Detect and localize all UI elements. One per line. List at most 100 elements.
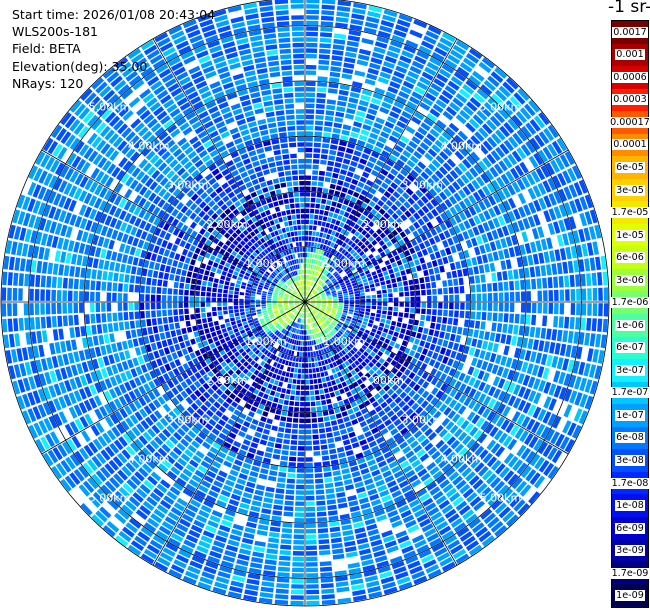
range-gate (362, 473, 372, 480)
range-gate (79, 279, 85, 290)
range-gate (367, 263, 374, 269)
range-gate (592, 303, 598, 317)
range-gate (239, 305, 244, 309)
range-gate (465, 258, 472, 267)
range-gate (489, 332, 496, 342)
range-gate (279, 421, 286, 427)
range-gate (277, 432, 284, 438)
range-gate (435, 439, 445, 449)
range-gate (310, 304, 315, 307)
range-gate (338, 345, 343, 351)
range-gate (68, 315, 74, 326)
range-gate (411, 357, 418, 365)
range-gate (49, 342, 56, 355)
range-gate (350, 401, 357, 408)
range-gate (476, 235, 483, 245)
range-gate (321, 599, 336, 605)
range-gate (247, 516, 258, 523)
range-gate (350, 86, 362, 93)
range-gate (389, 515, 401, 523)
range-gate (113, 439, 124, 451)
range-gate (391, 34, 405, 43)
range-gate (145, 443, 156, 454)
range-gate (368, 376, 375, 383)
range-gate (353, 393, 360, 400)
range-gate (363, 257, 370, 263)
range-gate (400, 382, 408, 390)
range-gate (296, 323, 299, 329)
range-gate (212, 586, 227, 595)
range-gate (280, 544, 292, 550)
range-gate (360, 129, 370, 136)
range-gate (480, 274, 486, 283)
range-gate (62, 441, 73, 455)
range-gate (388, 293, 393, 298)
range-gate (476, 255, 483, 265)
range-gate (99, 506, 112, 519)
range-gate (396, 95, 407, 105)
range-gate (358, 390, 365, 397)
range-gate (372, 324, 378, 330)
range-gate (348, 201, 355, 208)
range-gate (553, 276, 559, 288)
range-gate (156, 504, 169, 515)
range-gate (134, 377, 142, 387)
range-gate (481, 361, 489, 371)
range-gate (329, 363, 334, 369)
range-gate (272, 328, 278, 333)
range-gate (556, 329, 563, 342)
range-gate (134, 411, 143, 422)
range-gate (237, 507, 249, 515)
range-gate (524, 326, 530, 337)
range-gate (360, 308, 365, 312)
range-gate (344, 244, 350, 250)
range-gate (269, 407, 276, 414)
range-gate (269, 347, 275, 353)
range-gate (427, 177, 436, 187)
range-gate (527, 216, 536, 228)
range-gate (348, 255, 354, 261)
range-gate (301, 363, 305, 368)
range-gate (376, 35, 390, 44)
range-gate (305, 286, 307, 291)
range-gate (367, 528, 379, 537)
range-gate (80, 503, 93, 516)
range-gate (285, 349, 290, 354)
range-gate (300, 396, 305, 401)
range-gate (218, 334, 224, 340)
range-gate (310, 247, 314, 253)
range-gate (181, 327, 187, 335)
range-gate (267, 383, 273, 389)
range-gate (335, 185, 342, 191)
range-gate (436, 474, 447, 485)
range-gate (325, 427, 332, 433)
range-gate (334, 317, 339, 321)
range-gate (310, 401, 316, 407)
range-gate (276, 386, 282, 393)
range-gate (138, 385, 147, 395)
range-gate (422, 497, 434, 507)
range-gate (322, 410, 329, 416)
range-gate (580, 317, 586, 331)
range-gate (468, 48, 483, 60)
range-gate (81, 231, 89, 243)
range-gate (493, 480, 506, 493)
range-gate (273, 308, 278, 311)
range-gate (322, 303, 327, 306)
range-gate (54, 250, 61, 262)
range-gate (305, 424, 312, 429)
range-gate (588, 226, 597, 240)
range-gate (316, 344, 320, 350)
range-gate (373, 474, 383, 482)
range-gate (73, 241, 80, 253)
range-gate (279, 292, 284, 295)
range-gate (492, 376, 501, 387)
range-gate (447, 279, 453, 287)
range-gate (138, 337, 145, 346)
range-gate (298, 312, 301, 317)
range-gate (460, 420, 470, 430)
range-gate (392, 191, 401, 199)
range-gate (291, 434, 298, 440)
range-gate (324, 287, 329, 291)
range-gate (334, 208, 341, 214)
